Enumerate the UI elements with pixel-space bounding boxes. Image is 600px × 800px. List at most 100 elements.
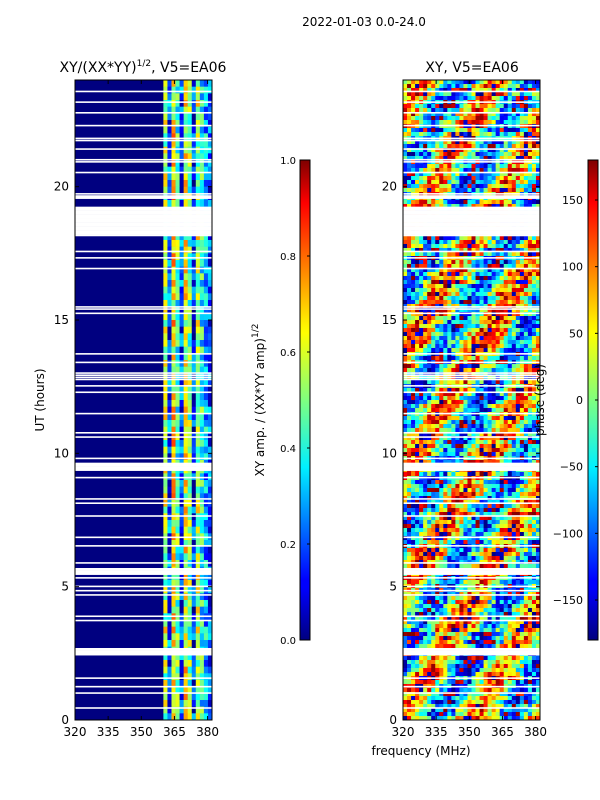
right-heatmap-cell (407, 184, 412, 189)
left-flagged-row (75, 112, 212, 114)
right-heatmap-cell (419, 168, 424, 173)
left-flagged-row (75, 221, 212, 223)
right-heatmap-cell (467, 336, 472, 341)
left-heatmap-cell (183, 680, 188, 687)
left-heatmap-cell (179, 540, 184, 547)
right-heatmap-cell (475, 432, 480, 437)
right-heatmap-cell (451, 204, 456, 209)
right-heatmap-cell (523, 436, 529, 441)
left-heatmap-cell (191, 333, 197, 341)
right-heatmap-cell (467, 344, 472, 349)
right-heatmap-cell (491, 112, 496, 117)
right-heatmap-cell (407, 84, 412, 89)
right-heatmap-cell (415, 308, 420, 313)
right-heatmap-cell (475, 252, 480, 257)
left-heatmap-cell (191, 200, 197, 207)
left-heatmap-cell (203, 140, 209, 147)
left-heatmap-cell (179, 100, 184, 107)
left-heatmap-cell (195, 300, 201, 307)
right-heatmap-cell (495, 280, 501, 285)
right-heatmap-cell (439, 128, 444, 133)
left-heatmap-cell (171, 260, 176, 267)
right-heatmap-cell (519, 172, 525, 177)
left-heatmap-cell (207, 526, 213, 534)
left-heatmap-cell (203, 666, 209, 674)
right-heatmap-cell (439, 492, 444, 497)
left-heatmap-cell (187, 100, 193, 107)
right-heatmap-cell (447, 180, 452, 185)
right-heatmap-cell (515, 432, 521, 437)
right-heatmap-cell (507, 392, 513, 397)
right-heatmap-cell (439, 332, 444, 337)
right-heatmap-cell (423, 308, 428, 313)
right-heatmap-cell (439, 236, 444, 241)
right-heatmap-cell (531, 244, 537, 249)
left-heatmap-cell (175, 506, 180, 514)
right-heatmap-cell (483, 92, 488, 97)
right-heatmap-cell (495, 404, 501, 409)
right-heatmap-cell (415, 504, 420, 509)
right-heatmap-cell (531, 316, 537, 321)
left-heatmap-cell (203, 293, 209, 301)
right-heatmap-cell (523, 272, 529, 277)
right-heatmap-cell (511, 264, 517, 269)
right-heatmap-cell (503, 280, 509, 285)
right-heatmap-cell (431, 500, 436, 505)
right-heatmap-cell (535, 336, 541, 341)
left-heatmap-cell (183, 120, 188, 127)
right-heatmap-cell (515, 96, 521, 101)
right-heatmap-cell (483, 280, 488, 285)
left-heatmap-cell (191, 600, 197, 607)
right-heatmap-cell (459, 388, 464, 393)
right-heatmap-cell (455, 292, 460, 297)
left-heatmap-cell (163, 520, 168, 527)
right-heatmap-cell (479, 388, 484, 393)
right-heatmap-cell (419, 148, 424, 153)
left-heatmap-cell (171, 300, 176, 307)
right-heatmap-cell (427, 284, 432, 289)
right-heatmap-cell (491, 484, 496, 489)
left-heatmap-cell (199, 293, 205, 301)
right-heatmap-cell (427, 424, 432, 429)
left-heatmap-cell (207, 153, 213, 161)
left-heatmap-cell (167, 486, 172, 494)
right-heatmap-cell (487, 260, 492, 265)
left-heatmap-cell (175, 186, 180, 194)
right-heatmap-cell (483, 168, 488, 173)
right-heatmap-cell (431, 264, 436, 269)
left-flagged-row (75, 536, 212, 539)
right-heatmap-cell (531, 312, 537, 317)
right-heatmap-cell (459, 80, 464, 85)
right-heatmap-cell (423, 444, 428, 449)
right-heatmap-cell (519, 140, 525, 145)
right-heatmap-cell (491, 168, 496, 173)
left-heatmap-cell (171, 393, 176, 401)
right-heatmap-cell (527, 484, 533, 489)
right-heatmap-cell (423, 388, 428, 393)
right-heatmap-cell (411, 176, 416, 181)
right-heatmap-cell (447, 156, 452, 161)
left-heatmap-cell (179, 293, 184, 301)
right-heatmap-cell (471, 148, 476, 153)
right-heatmap-cell (403, 432, 408, 437)
right-heatmap-cell (419, 340, 424, 345)
right-heatmap-cell (459, 308, 464, 313)
left-heatmap-cell (187, 593, 193, 601)
right-heatmap-cell (487, 276, 492, 281)
right-heatmap-cell (483, 288, 488, 293)
right-heatmap-cell (455, 508, 460, 513)
right-heatmap-cell (459, 400, 464, 405)
right-heatmap-cell (415, 152, 420, 157)
left-heatmap-cell (183, 140, 188, 147)
right-heatmap-cell (515, 388, 521, 393)
right-heatmap-cell (427, 152, 432, 157)
left-heatmap-cell (207, 593, 213, 601)
right-heatmap-cell (535, 388, 541, 393)
right-heatmap-cell (519, 380, 525, 385)
left-heatmap-cell (163, 300, 168, 307)
left-heatmap-cell (183, 653, 188, 661)
right-heatmap-cell (431, 396, 436, 401)
right-heatmap-cell (459, 348, 464, 353)
right-heatmap-cell (455, 348, 460, 353)
left-heatmap-cell (175, 113, 180, 121)
